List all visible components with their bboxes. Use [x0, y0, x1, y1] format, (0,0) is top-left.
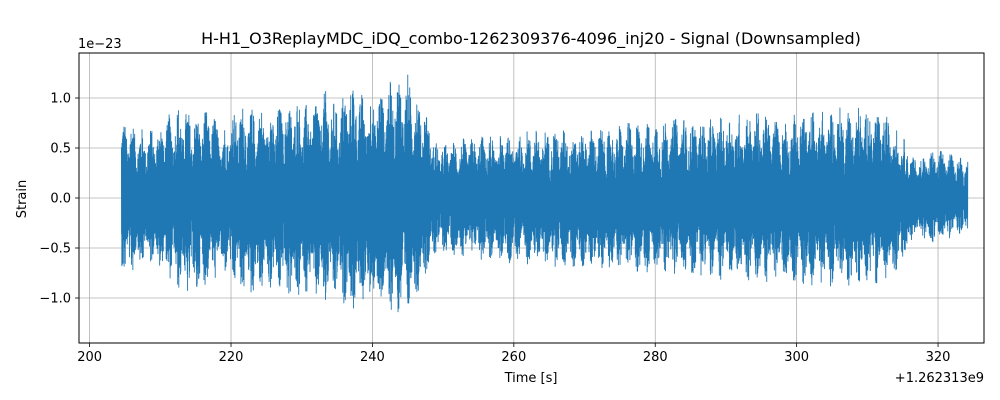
y-tick-label: 0.5 — [50, 142, 71, 157]
y-axis-label: Strain — [15, 180, 30, 219]
signal-series-line — [120, 74, 969, 313]
x-tick-label: 220 — [219, 350, 244, 365]
x-tick-label: 200 — [77, 350, 102, 365]
y-tick-label: −0.5 — [39, 242, 71, 257]
plot-area — [120, 74, 969, 313]
x-axis-ticks: 200 220 240 260 280 300 320 — [77, 343, 950, 365]
x-tick-label: 320 — [926, 350, 951, 365]
x-axis-label: Time [s] — [504, 371, 558, 386]
y-tick-label: 1.0 — [50, 92, 71, 107]
y-axis-ticks: −1.0 −0.5 0.0 0.5 1.0 — [39, 92, 79, 307]
y-tick-label: −1.0 — [39, 292, 71, 307]
x-axis-offset-label: +1.262313e9 — [895, 371, 984, 386]
y-tick-label: 0.0 — [50, 192, 71, 207]
chart-title: H-H1_O3ReplayMDC_iDQ_combo-1262309376-40… — [201, 29, 861, 49]
x-tick-label: 300 — [784, 350, 809, 365]
x-tick-label: 280 — [643, 350, 668, 365]
x-tick-label: 260 — [501, 350, 526, 365]
x-tick-label: 240 — [360, 350, 385, 365]
y-axis-scale-label: 1e−23 — [78, 37, 122, 52]
